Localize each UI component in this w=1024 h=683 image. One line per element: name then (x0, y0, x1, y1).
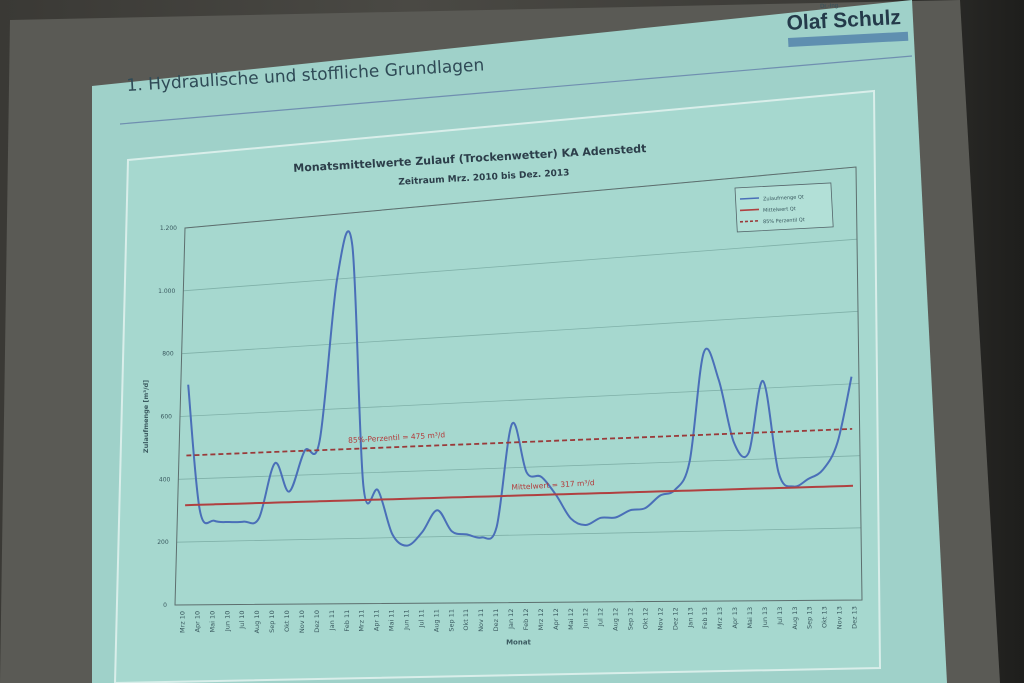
legend-label: Mittelwert Qt (763, 206, 796, 214)
x-tick-label: Mrz 13 (716, 607, 724, 629)
legend-box (734, 182, 834, 233)
x-tick-label: Feb 11 (343, 610, 351, 632)
x-tick-label: Okt 11 (462, 609, 470, 631)
chart-frame (113, 89, 882, 683)
x-tick-label: Aug 10 (253, 610, 261, 633)
x-tick-label: Dez 11 (492, 609, 500, 632)
x-tick-label: Jun 11 (402, 609, 410, 631)
x-tick-label: Feb 13 (701, 607, 709, 629)
x-tick-label: Jul 11 (417, 609, 425, 628)
legend-swatch (739, 197, 760, 200)
legend-label: Zulaufmenge Qt (763, 194, 804, 202)
x-tick-label: Nov 10 (298, 610, 306, 633)
x-tick-label: Jul 10 (238, 611, 246, 630)
x-tick-label: Mrz 12 (537, 608, 545, 630)
x-tick-label: Mrz 11 (358, 610, 366, 632)
x-tick-label: Sep 13 (806, 606, 814, 629)
x-tick-label: Jun 13 (761, 607, 769, 629)
x-tick-label: Nov 11 (477, 609, 485, 632)
x-tick-label: Jun 12 (582, 608, 590, 630)
x-tick-label: Jan 13 (686, 607, 694, 628)
legend-label: 85% Perzentil Qt (763, 217, 805, 225)
x-axis-title: Monat (506, 639, 531, 647)
x-tick-label: Okt 13 (821, 606, 829, 628)
legend-swatch (739, 220, 760, 223)
plot-border (174, 166, 863, 606)
gridline (183, 238, 858, 292)
x-tick-label: Aug 11 (432, 609, 440, 632)
x-tick-label: Mai 10 (208, 611, 216, 633)
y-tick-label: 0 (163, 602, 167, 609)
y-tick-label: 1.000 (158, 288, 175, 295)
x-tick-label: Dez 10 (313, 610, 321, 633)
y-tick-label: 200 (157, 539, 169, 546)
x-tick-label: Apr 10 (193, 611, 201, 633)
gridline (179, 383, 860, 417)
gridline (178, 455, 861, 480)
legend-swatch (739, 208, 760, 212)
x-tick-label: Apr 11 (373, 610, 381, 632)
gridline (181, 310, 859, 355)
x-tick-label: Aug 12 (612, 608, 620, 631)
x-tick-label: Apr 12 (552, 608, 560, 630)
x-tick-label: Mai 13 (746, 607, 754, 629)
y-tick-label: 400 (159, 476, 171, 483)
series-line (185, 484, 854, 507)
gridline (176, 527, 862, 543)
x-tick-label: Okt 12 (641, 608, 649, 630)
series-line (187, 230, 853, 547)
x-tick-label: Jul 12 (597, 608, 605, 627)
x-tick-label: Jan 12 (507, 609, 515, 630)
x-tick-label: Jun 10 (223, 611, 231, 633)
x-tick-label: Mai 11 (388, 609, 396, 631)
x-tick-label: Sep 10 (268, 610, 276, 633)
y-tick-label: 800 (162, 351, 174, 358)
x-tick-label: Dez 13 (851, 606, 859, 629)
x-tick-label: Okt 10 (283, 610, 291, 632)
x-tick-label: Mai 12 (567, 608, 575, 630)
series-line (186, 428, 853, 457)
x-tick-label: Jan 11 (328, 610, 336, 631)
x-tick-label: Nov 13 (836, 606, 844, 629)
x-tick-label: Sep 11 (447, 609, 455, 632)
x-tick-label: Aug 13 (791, 606, 799, 629)
x-tick-label: Apr 13 (731, 607, 739, 629)
title-underline (119, 55, 913, 125)
x-tick-label: Nov 12 (656, 607, 664, 630)
x-tick-label: Sep 12 (627, 608, 635, 631)
y-tick-label: 1.200 (160, 225, 177, 232)
y-tick-label: 600 (161, 414, 173, 421)
x-tick-label: Mrz 10 (178, 611, 186, 633)
x-tick-label: Jul 13 (776, 607, 784, 626)
x-tick-label: Feb 12 (522, 608, 530, 630)
y-axis-title: Zulaufmenge [m³/d] (142, 380, 150, 453)
x-tick-label: Dez 12 (671, 607, 679, 630)
